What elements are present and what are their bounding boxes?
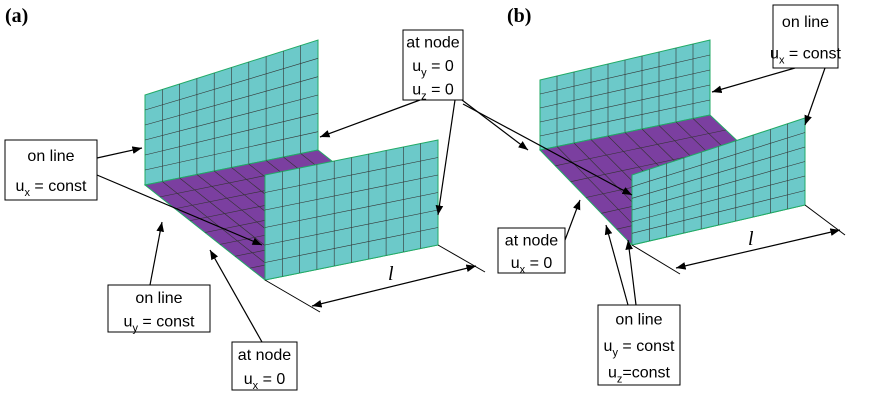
expression: = const <box>138 313 195 330</box>
figure: (a) (b) l l on lineux = const on lineuy =… <box>0 0 878 398</box>
annotation-line: at node <box>406 35 459 52</box>
expression: = const <box>30 178 87 195</box>
annotation-line: at node <box>238 347 291 364</box>
symbol: u <box>412 58 421 75</box>
length-label: l <box>388 263 394 285</box>
expression: = const <box>618 338 675 355</box>
symbol: u <box>244 371 253 388</box>
symbol: u <box>604 338 613 355</box>
expression: = const <box>784 45 841 62</box>
annotation-line: at node <box>505 232 558 249</box>
expression: = 0 <box>525 255 552 272</box>
panel-label: (a) <box>5 5 28 27</box>
length-label: l <box>748 228 754 250</box>
annotation-line: on line <box>135 290 182 307</box>
symbol: u <box>511 255 520 272</box>
symbol: u <box>124 313 133 330</box>
panel-label: (b) <box>507 5 531 27</box>
expression: = 0 <box>427 81 454 98</box>
annotation-line: on line <box>782 14 829 31</box>
symbol: u <box>412 81 421 98</box>
expression: = 0 <box>258 371 285 388</box>
expression: =const <box>622 365 670 382</box>
expression: = 0 <box>427 58 454 75</box>
symbol: u <box>608 365 617 382</box>
annotation-line: on line <box>615 311 662 328</box>
annotation-line: on line <box>27 148 74 165</box>
symbol: u <box>770 45 779 62</box>
symbol: u <box>16 178 25 195</box>
models <box>145 40 805 280</box>
